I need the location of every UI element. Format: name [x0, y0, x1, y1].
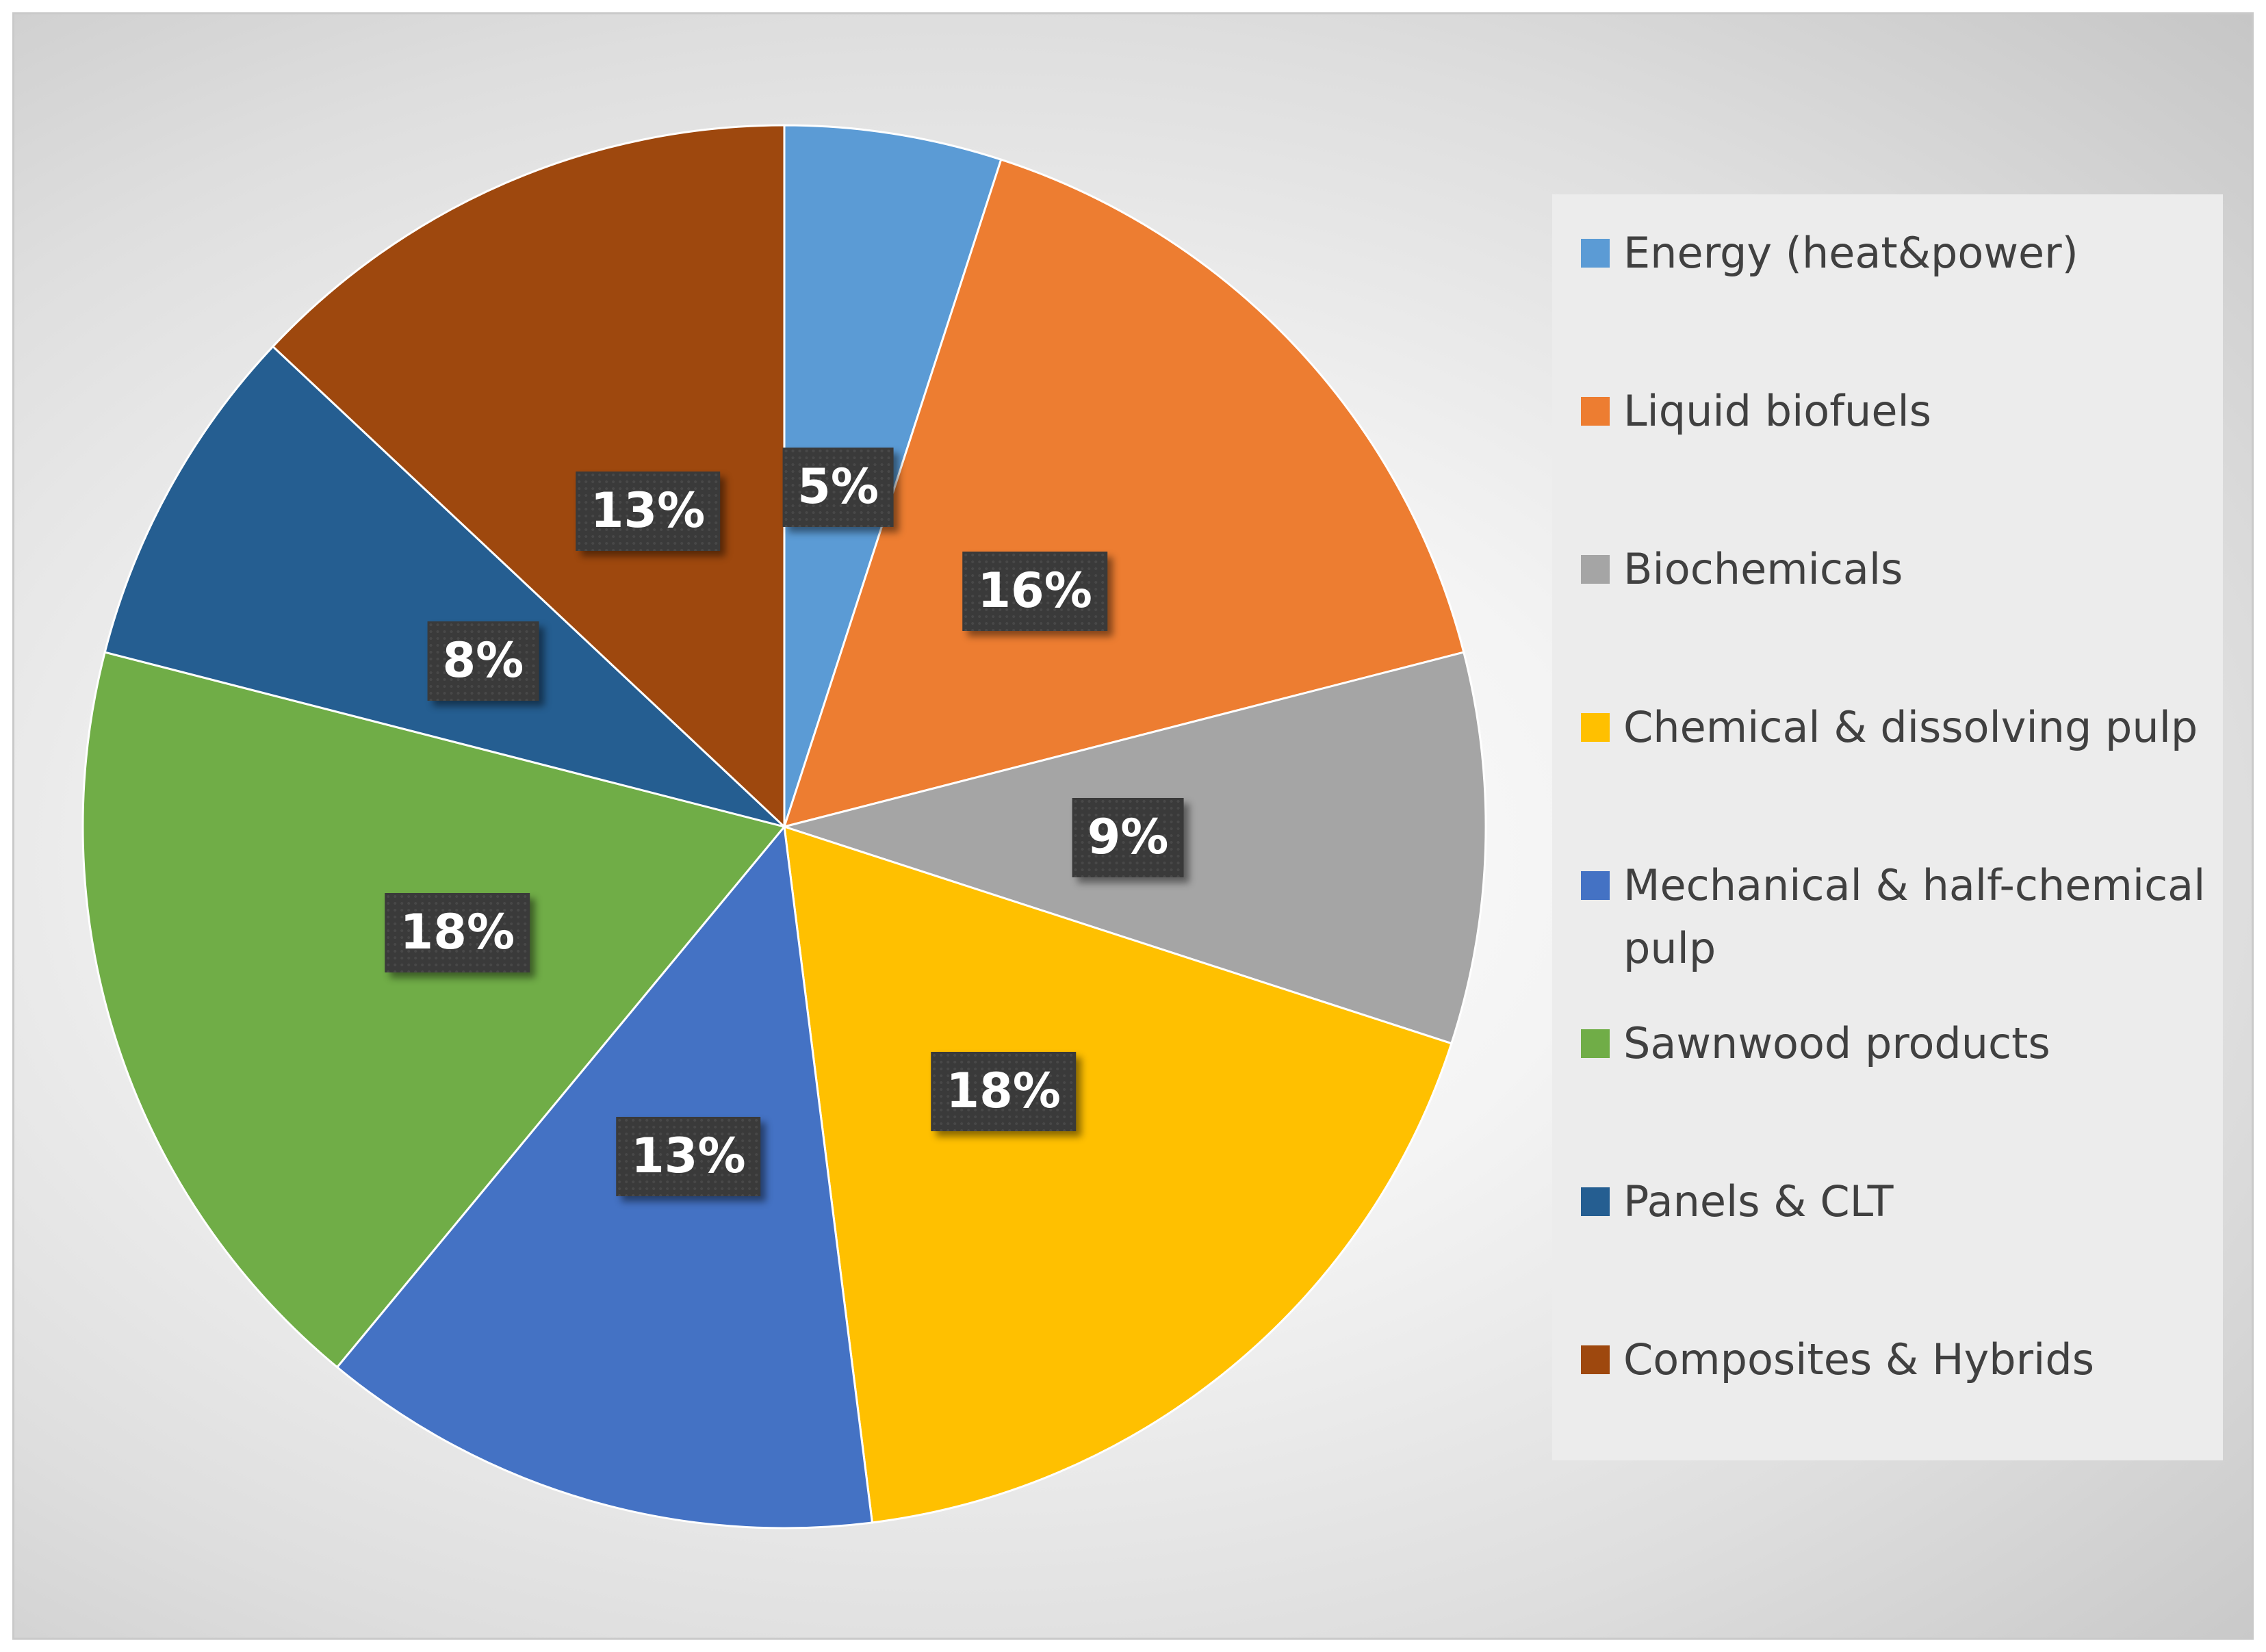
pie-slice-panels-clt [103, 345, 786, 828]
legend-label: Energy (heat&power) [1623, 228, 2078, 278]
legend-swatch [1581, 239, 1610, 268]
legend-swatch [1581, 871, 1610, 900]
data-label-chemical-dissolving-pulp: 18% [931, 1051, 1076, 1131]
pie-slice-sawnwood-products [81, 651, 786, 1369]
legend-label: Biochemicals [1623, 544, 1903, 594]
legend-swatch [1581, 713, 1610, 742]
legend-swatch [1581, 397, 1610, 426]
pie-chart [81, 124, 1487, 1530]
legend-swatch [1581, 555, 1610, 584]
legend-swatch [1581, 1345, 1610, 1374]
data-label-composites-hybrids: 13% [575, 472, 721, 552]
legend-label: Panels & CLT [1623, 1176, 1894, 1226]
data-label-biochemicals: 9% [1072, 797, 1184, 877]
legend-label: Composites & Hybrids [1623, 1334, 2094, 1384]
legend-label: Sawnwood products [1623, 1018, 2050, 1068]
legend-swatch [1581, 1187, 1610, 1216]
pie-slice-chemical-dissolving-pulp [783, 825, 1453, 1524]
chart-frame: 5% 16% 9% 18% 13% 18% 8% 13% Energy (heat&power… [12, 12, 2254, 1640]
data-label-liquid-biofuels: 16% [962, 552, 1107, 632]
legend-swatch [1581, 1029, 1610, 1058]
legend-label: Chemical & dissolving pulp [1623, 702, 2198, 752]
pie-slice-mechanical-half-chemical-pulp [335, 824, 874, 1530]
data-label-sawnwood-products: 18% [385, 893, 530, 973]
pie-slice-liquid-biofuels [782, 158, 1465, 829]
pie-slice-composites-hybrids [271, 124, 786, 829]
data-label-panels-clt: 8% [427, 621, 539, 701]
legend: Energy (heat&power) Liquid biofuels Bioche… [1552, 194, 2223, 1460]
legend-label: Liquid biofuels [1623, 386, 1932, 436]
data-label-energy-heat-power: 5% [782, 447, 894, 527]
data-label-mechanical-half-chemical-pulp: 13% [616, 1117, 761, 1197]
legend-label: Mechanical & half-chemical pulp [1623, 860, 2206, 973]
